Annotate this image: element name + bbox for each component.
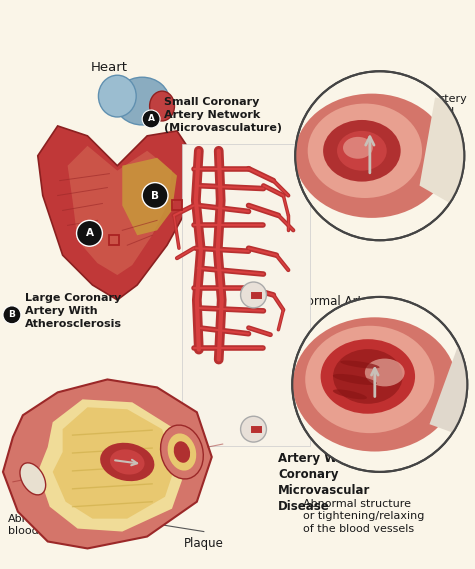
Ellipse shape: [295, 94, 449, 218]
Circle shape: [241, 282, 266, 308]
Text: Normal Artery: Normal Artery: [298, 295, 382, 308]
Text: Normal
blood
flow: Normal blood flow: [303, 119, 343, 154]
Text: Abnormal structure
or tightening/relaxing
of the blood vessels: Abnormal structure or tightening/relaxin…: [303, 499, 425, 534]
Circle shape: [241, 417, 266, 442]
Ellipse shape: [20, 463, 46, 495]
Ellipse shape: [333, 374, 377, 385]
Text: Damaged
lining of
artery: Damaged lining of artery: [298, 348, 352, 382]
Text: B: B: [151, 191, 159, 200]
Polygon shape: [3, 380, 212, 549]
Ellipse shape: [98, 75, 136, 117]
Polygon shape: [38, 126, 197, 300]
Ellipse shape: [115, 77, 170, 125]
Bar: [172, 200, 182, 211]
Polygon shape: [122, 158, 177, 236]
Circle shape: [292, 297, 467, 472]
Ellipse shape: [333, 389, 367, 399]
Text: Plaque: Plaque: [184, 537, 224, 550]
Ellipse shape: [305, 326, 435, 433]
Circle shape: [142, 183, 168, 208]
Text: Small Coronary
Artery Network
(Microvasculature): Small Coronary Artery Network (Microvasc…: [164, 97, 282, 133]
Circle shape: [3, 306, 21, 324]
Polygon shape: [67, 146, 172, 275]
Ellipse shape: [161, 425, 203, 479]
Circle shape: [142, 110, 160, 128]
Polygon shape: [38, 399, 185, 531]
Circle shape: [76, 220, 103, 246]
Polygon shape: [53, 407, 175, 518]
Text: Heart: Heart: [91, 61, 128, 75]
Wedge shape: [429, 336, 475, 456]
Ellipse shape: [174, 441, 190, 463]
Ellipse shape: [321, 339, 415, 414]
Text: Large Coronary
Artery With
Atherosclerosis: Large Coronary Artery With Atheroscleros…: [25, 292, 122, 329]
Ellipse shape: [293, 318, 457, 452]
Ellipse shape: [333, 349, 403, 404]
Circle shape: [295, 71, 464, 240]
Text: Artery
wall: Artery wall: [432, 94, 467, 117]
Text: A: A: [148, 114, 155, 123]
Wedge shape: [419, 97, 475, 230]
FancyBboxPatch shape: [182, 144, 310, 446]
Ellipse shape: [168, 434, 196, 471]
Ellipse shape: [308, 104, 422, 198]
Ellipse shape: [323, 120, 400, 182]
Ellipse shape: [340, 361, 380, 369]
Bar: [109, 236, 119, 245]
Ellipse shape: [343, 137, 373, 159]
Text: B: B: [9, 310, 15, 319]
Ellipse shape: [110, 450, 144, 475]
Ellipse shape: [100, 443, 154, 481]
Text: A: A: [86, 228, 94, 238]
Text: Artery With
Coronary
Microvascular
Disease: Artery With Coronary Microvascular Disea…: [278, 452, 371, 513]
Text: Abnormal
blood flow: Abnormal blood flow: [8, 514, 65, 536]
Ellipse shape: [150, 91, 174, 121]
Ellipse shape: [365, 358, 405, 386]
Ellipse shape: [337, 131, 387, 171]
